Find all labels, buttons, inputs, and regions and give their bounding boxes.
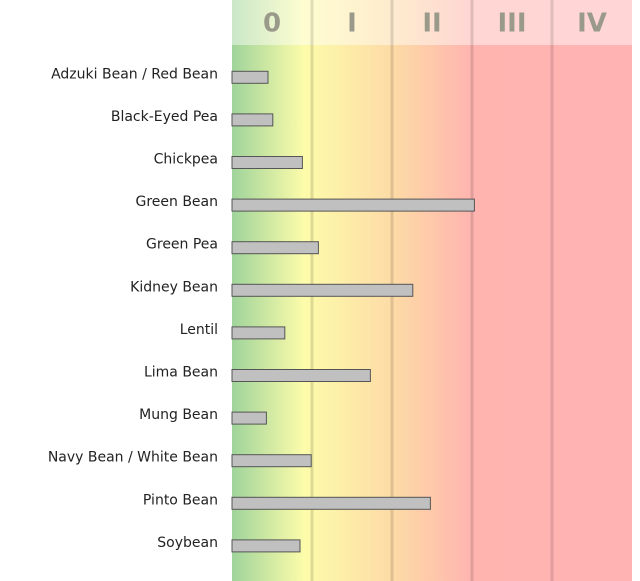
header-band (232, 0, 632, 45)
bar (231, 369, 371, 382)
category-label: Green Bean (135, 194, 218, 210)
category-label: Black-Eyed Pea (111, 109, 218, 125)
bar (231, 241, 319, 255)
zone-label: II (422, 9, 441, 39)
bar (231, 411, 267, 425)
category-label: Chickpea (154, 152, 218, 168)
category-label: Soybean (157, 535, 218, 551)
bar (231, 539, 301, 553)
category-label: Navy Bean / White Bean (48, 450, 218, 466)
zone-label: III (497, 9, 526, 39)
bar (231, 113, 274, 127)
category-label: Green Pea (146, 237, 218, 253)
category-label: Mung Bean (139, 407, 218, 423)
bar (231, 283, 414, 297)
bar (231, 70, 269, 84)
bar (231, 454, 312, 468)
bar (231, 156, 303, 169)
bar (231, 198, 475, 212)
zone-label: IV (577, 9, 607, 39)
category-label: Pinto Bean (143, 492, 218, 508)
category-label: Lima Bean (144, 365, 218, 381)
bar (231, 496, 431, 510)
zone-label: 0 (263, 9, 281, 39)
category-label: Lentil (180, 322, 218, 338)
category-label: Adzuki Bean / Red Bean (51, 66, 218, 82)
bar (231, 326, 286, 340)
zone-label: I (347, 9, 357, 39)
category-label: Kidney Bean (130, 279, 218, 295)
